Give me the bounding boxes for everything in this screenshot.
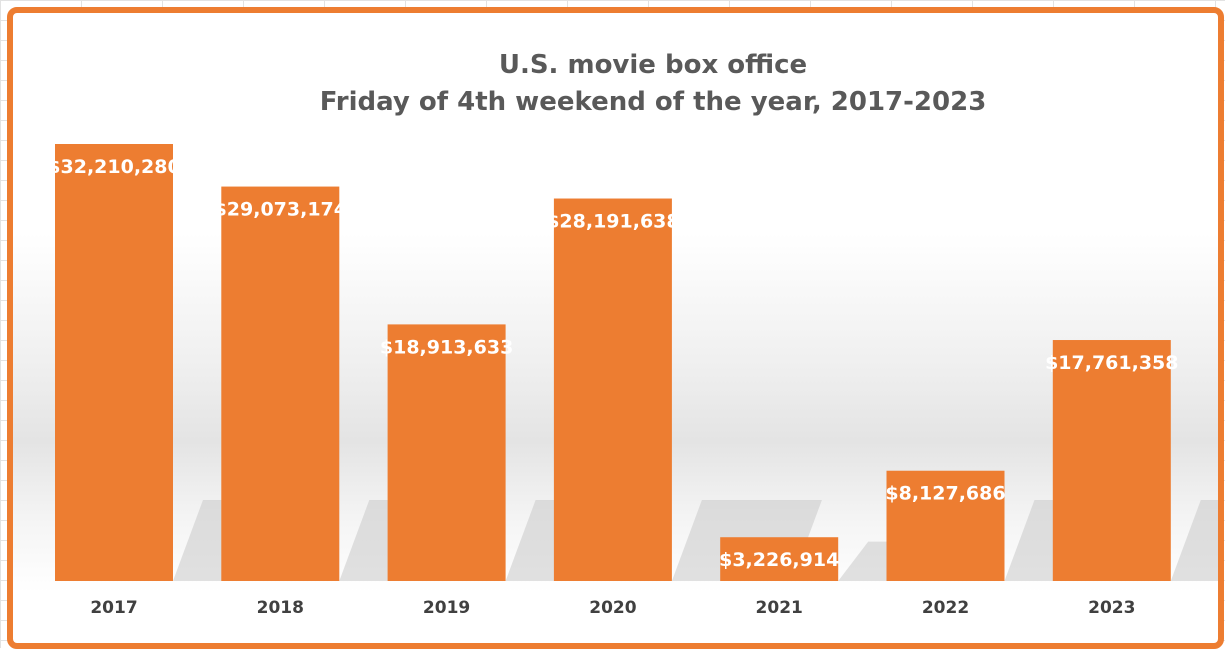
x-tick-label-2018: 2018 xyxy=(257,598,304,618)
bars-group xyxy=(55,144,1171,582)
x-tick-label-2022: 2022 xyxy=(922,598,969,618)
bar-shadow-2023 xyxy=(1170,500,1218,581)
data-label-2017: $32,210,280 xyxy=(47,156,180,178)
x-tick-label-2021: 2021 xyxy=(756,598,803,618)
x-tick-label-2023: 2023 xyxy=(1088,598,1135,618)
chart-title: U.S. movie box office xyxy=(499,50,807,80)
x-tick-label-2017: 2017 xyxy=(90,598,137,618)
data-label-2021: $3,226,914 xyxy=(719,549,839,571)
data-label-2022: $8,127,686 xyxy=(885,483,1005,505)
data-label-2019: $18,913,633 xyxy=(380,336,513,358)
bar-2018[interactable] xyxy=(221,186,340,582)
x-tick-label-2019: 2019 xyxy=(423,598,470,618)
chart-subtitle: Friday of 4th weekend of the year, 2017-… xyxy=(320,87,987,117)
data-label-2023: $17,761,358 xyxy=(1045,352,1178,374)
data-labels-group: $32,210,280 $29,073,174 $18,913,633 $28,191… xyxy=(47,156,1178,571)
bar-2020[interactable] xyxy=(553,198,672,581)
bar-2022[interactable] xyxy=(886,470,1005,581)
data-label-2018: $29,073,174 xyxy=(214,199,347,221)
chart-area[interactable]: U.S. movie box office Friday of 4th week… xyxy=(7,7,1224,649)
bar-2021[interactable] xyxy=(720,537,839,581)
x-tick-labels-group: 2017 2018 2019 2020 2021 2022 2023 xyxy=(90,598,1135,618)
data-label-2020: $28,191,638 xyxy=(546,211,679,233)
bar-2017[interactable] xyxy=(55,144,173,581)
bar-2019[interactable] xyxy=(387,324,506,581)
bar-chart: U.S. movie box office Friday of 4th week… xyxy=(47,50,1218,618)
x-tick-label-2020: 2020 xyxy=(589,598,636,618)
bar-2023[interactable] xyxy=(1052,340,1171,581)
